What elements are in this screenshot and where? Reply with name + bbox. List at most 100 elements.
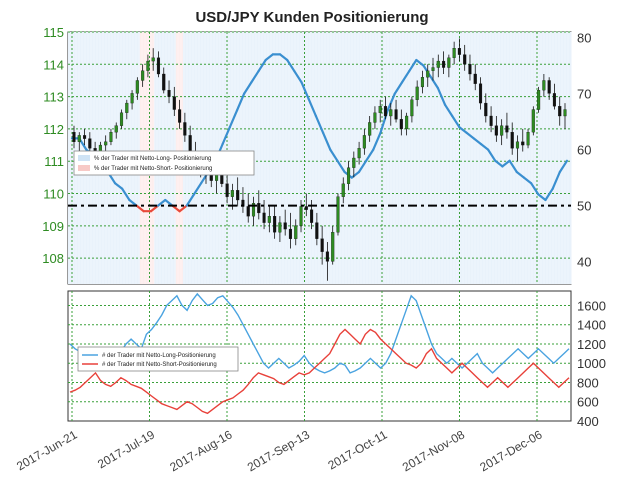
candle-body [515, 141, 520, 149]
percent-tick-label: 60 [577, 143, 591, 158]
price-candles [72, 38, 567, 281]
candle-body [478, 83, 483, 104]
x-tick-label: 2017-Dec-06 [477, 427, 544, 474]
percent-segment [494, 159, 504, 168]
candle-body [436, 60, 440, 68]
candle-body [88, 138, 92, 149]
count-tick-label: 1400 [577, 318, 606, 333]
candle-body [452, 48, 456, 58]
candle-body [172, 96, 176, 110]
long-band [448, 32, 457, 284]
candle-body [442, 60, 446, 68]
candle-body [378, 106, 382, 113]
candle-body [278, 222, 282, 233]
candle-body [547, 80, 551, 94]
candle-body [325, 251, 329, 262]
price-tick-label: 108 [42, 251, 64, 266]
candle-body [431, 67, 435, 71]
price-axis-ticks: 108 109 110 111 112 113 114 115 [42, 25, 64, 266]
percent-segment [372, 131, 382, 151]
count-tick-label: 1000 [577, 356, 606, 371]
legend-swatch-short-pct [78, 165, 90, 171]
count-tick-label: 400 [577, 414, 599, 429]
percent-segment [321, 131, 332, 151]
candle-body [510, 132, 514, 149]
candle-body [383, 106, 388, 117]
candle-body [178, 109, 182, 123]
percent-segment [264, 53, 274, 62]
candle-body [346, 167, 351, 184]
long-band [463, 32, 471, 284]
percent-segment [278, 53, 289, 62]
candle-body [489, 115, 493, 126]
candle-body [463, 54, 467, 65]
candle-body [109, 132, 113, 142]
percent-segment [221, 126, 231, 146]
candle-body [225, 183, 229, 197]
percent-segment [185, 193, 196, 207]
long-band [326, 32, 335, 284]
long-band [405, 32, 414, 284]
percent-tick-label: 40 [577, 255, 591, 270]
candle-body [336, 196, 340, 233]
candle-body [141, 70, 145, 81]
candle-body [362, 135, 366, 149]
candle-body [420, 77, 425, 88]
candle-body [357, 148, 361, 159]
candle-body [526, 132, 530, 146]
candle-body [331, 232, 335, 262]
percent-segment [558, 159, 569, 174]
percent-segment [479, 142, 490, 151]
percent-segment [314, 114, 325, 134]
x-tick-label: 2017-Jun-21 [14, 427, 80, 473]
long-band [305, 32, 313, 284]
candle-body [373, 112, 377, 123]
long-band [376, 32, 385, 284]
long-band [506, 32, 515, 284]
price-tick-label: 112 [43, 122, 64, 137]
legend-swatch-long-pct [78, 155, 90, 161]
long-band [333, 32, 342, 284]
long-band [262, 32, 270, 284]
long-band [362, 32, 371, 284]
candle-body [405, 115, 409, 130]
x-tick-label: 2017-Oct-11 [326, 427, 390, 472]
percent-segment [235, 92, 246, 112]
top-legend-box [73, 150, 255, 176]
long-band [470, 32, 479, 284]
long-band [434, 32, 443, 284]
long-band [283, 32, 292, 284]
percent-segment [544, 187, 554, 202]
candle-body [315, 222, 319, 239]
percent-segment [522, 176, 533, 185]
percent-segment [156, 198, 167, 207]
candle-body [135, 80, 139, 94]
candle-body [531, 109, 535, 133]
percent-segment [357, 159, 368, 174]
candle-body [521, 141, 525, 146]
x-tick-label: 2017-Sep-13 [245, 427, 312, 474]
bottom-legend-box [77, 346, 239, 372]
percent-tick-label: 50 [577, 199, 591, 214]
percent-segment [178, 204, 188, 213]
candle-body [494, 125, 498, 136]
long-band [520, 32, 529, 284]
x-tick-label: 2017-Nov-08 [400, 427, 467, 474]
top-legend: % der Trader mit Netto-Long- Positionier… [73, 150, 255, 176]
percent-tick-label: 80 [577, 31, 591, 46]
percent-segment [415, 58, 425, 67]
percent-segment [329, 148, 339, 162]
price-tick-label: 113 [43, 90, 64, 105]
percent-segment [451, 114, 461, 129]
x-tick-label: 2017-Aug-16 [167, 427, 234, 474]
long-band [319, 32, 328, 284]
candle-body [262, 212, 266, 223]
percent-segment [393, 81, 404, 95]
candle-body [294, 225, 298, 239]
candle-body [83, 135, 87, 139]
candle-body [394, 109, 398, 120]
percent-segment [135, 204, 145, 213]
percent-segment [228, 109, 239, 129]
candle-body [484, 102, 488, 117]
candle-body [457, 48, 461, 55]
